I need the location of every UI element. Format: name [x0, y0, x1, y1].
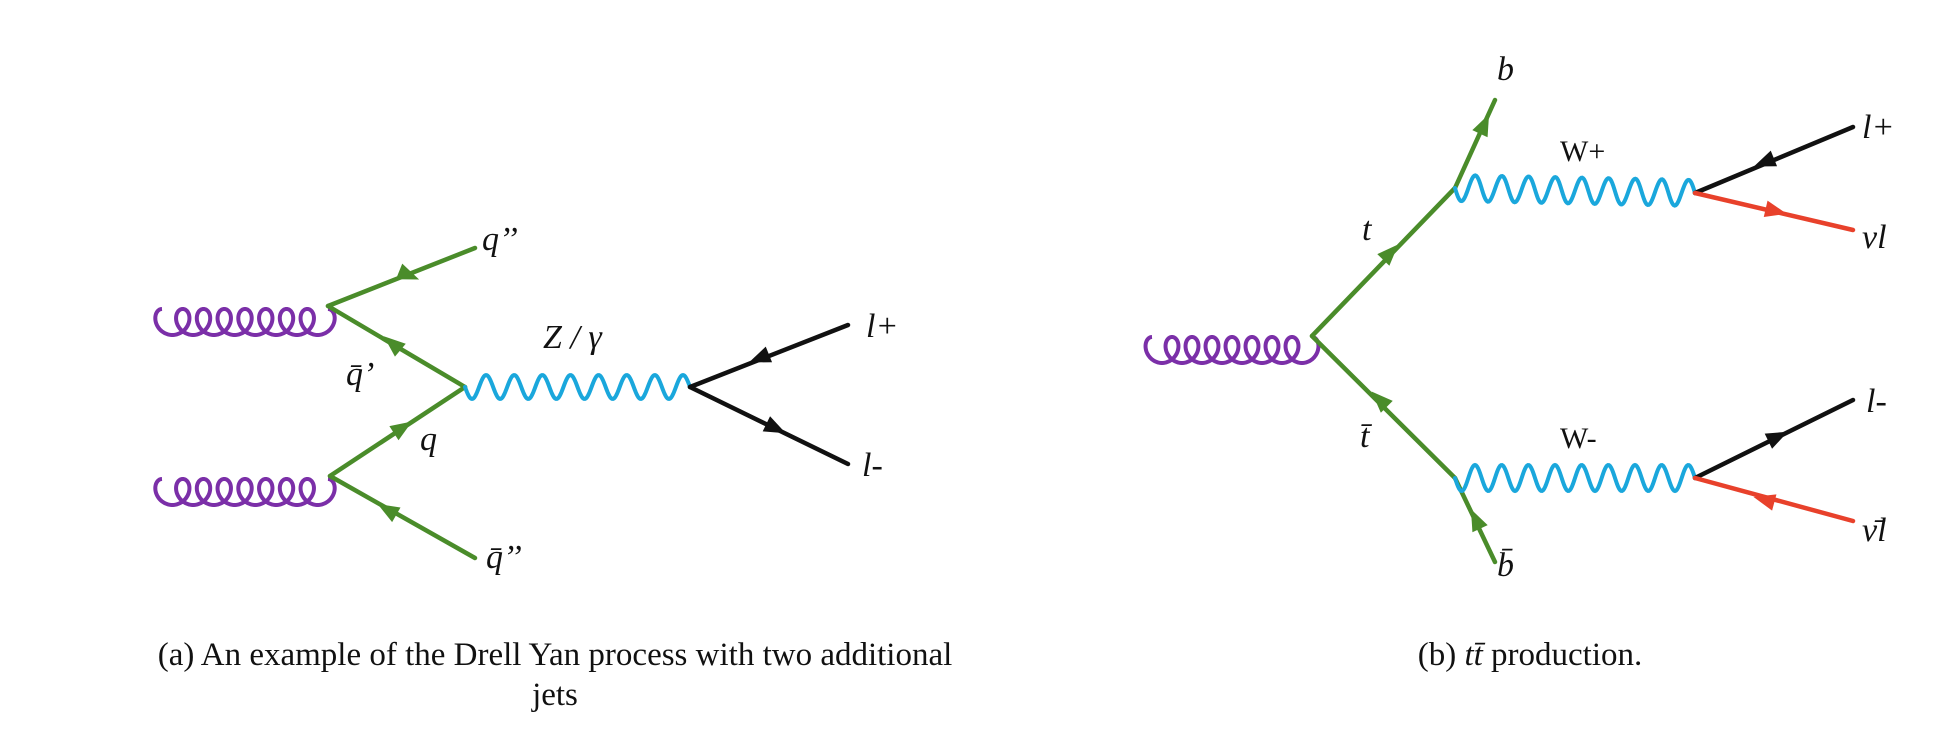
arrow-b — [1472, 114, 1490, 138]
arrow-l-minus — [762, 416, 786, 434]
label-t: t — [1362, 211, 1373, 248]
label-w-plus: W+ — [1560, 135, 1605, 168]
label-l-minus-b: l- — [1866, 383, 1887, 420]
boson-w-minus — [1453, 462, 1697, 494]
arrow-nubar — [1753, 494, 1777, 511]
label-l-plus-a: l+ — [866, 308, 898, 345]
label-nu: νl — [1862, 219, 1887, 256]
label-b: b — [1497, 51, 1514, 88]
quark-line-b — [1452, 97, 1498, 191]
label-w-minus: W- — [1560, 422, 1597, 455]
label-l-plus-b: l+ — [1862, 109, 1894, 146]
gluon-bottom-a — [153, 476, 337, 507]
caption-b: (b) tt̄ production. — [1418, 637, 1643, 673]
label-qbar-dprime: q̄’’ — [486, 539, 522, 576]
boson-w-plus — [1453, 173, 1697, 208]
arrow-q — [389, 421, 413, 441]
label-nubar: ν̄l — [1862, 512, 1887, 549]
arrow-bbar — [1470, 509, 1488, 533]
label-q: q — [420, 421, 437, 458]
caption-b-suffix: production. — [1483, 637, 1642, 673]
label-qbar-prime: q̄’ — [346, 356, 374, 393]
diagram-b: b W+ l+ νl t t̄ W- l- ν̄l b̄ (b) tt̄ pro… — [1143, 51, 1894, 673]
diagram-a: q’’ q̄’ q q̄’’ Z / γ l+ l- (a) An exampl… — [153, 221, 953, 713]
gluon-top-a — [153, 306, 337, 337]
arrow-l-plus-b — [1753, 150, 1778, 167]
arrow-l-plus — [748, 346, 773, 363]
quark-line-qbar-dprime — [327, 473, 478, 561]
label-z-gamma: Z / γ — [543, 319, 603, 356]
arrow-qbar-dprime — [377, 504, 401, 523]
caption-a-line1: (a) An example of the Drell Yan process … — [158, 637, 953, 673]
label-l-minus-a: l- — [862, 447, 883, 484]
caption-b-prefix: (b) — [1418, 637, 1465, 673]
arrow-l-minus-b — [1764, 431, 1788, 449]
arrow-q-dprime — [395, 263, 420, 280]
caption-b-math: tt̄ — [1464, 637, 1486, 673]
gluon-b — [1143, 334, 1321, 365]
arrow-nu — [1763, 200, 1787, 218]
arrow-tbar — [1371, 391, 1393, 413]
boson-z-gamma — [463, 373, 692, 401]
arrow-t — [1377, 244, 1399, 266]
quark-line-t — [1309, 185, 1458, 339]
caption-a-line2: jets — [531, 677, 578, 713]
label-q-dprime: q’’ — [482, 221, 518, 258]
label-bbar: b̄ — [1497, 547, 1514, 584]
label-tbar: t̄ — [1360, 418, 1373, 455]
arrow-qbar-prime — [383, 336, 406, 357]
